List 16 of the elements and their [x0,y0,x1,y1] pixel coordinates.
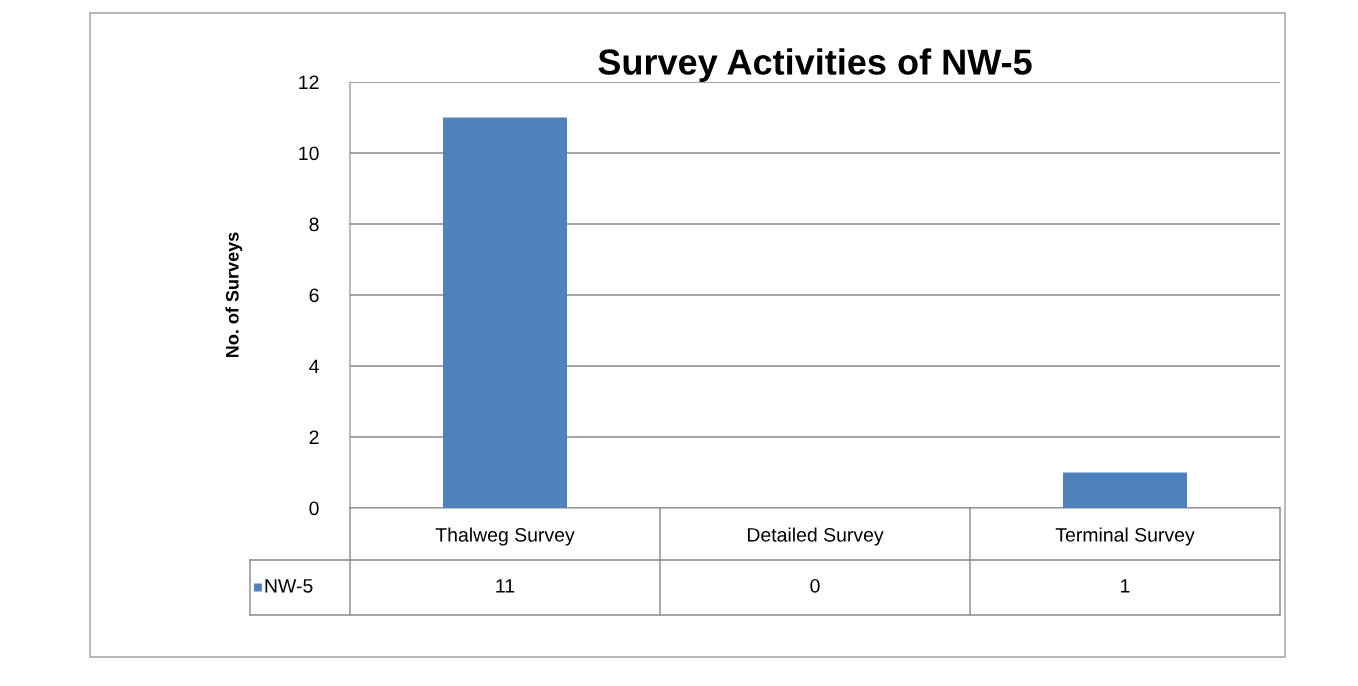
data-label: 0 [810,578,820,593]
x-tick-label: Detailed Survey [747,527,884,546]
x-tick-label: Thalweg Survey [435,527,575,546]
y-tick-label: 4 [309,359,319,374]
legend-label: NW-5 [265,579,313,593]
y-tick-label: 0 [309,501,319,516]
data-label: 1 [1121,579,1130,593]
x-tick-label: Terminal Survey [1055,527,1195,546]
y-tick-label: 10 [299,146,319,161]
y-tick-label: 12 [299,75,319,90]
chart-title: Survey Activities of NW-5 [598,48,1032,82]
y-axis-title: No. of Surveys [225,232,243,357]
y-tick-label: 6 [309,288,319,303]
data-label: 11 [496,579,515,593]
y-tick-label: 8 [309,217,319,232]
y-tick-label: 2 [309,430,319,445]
